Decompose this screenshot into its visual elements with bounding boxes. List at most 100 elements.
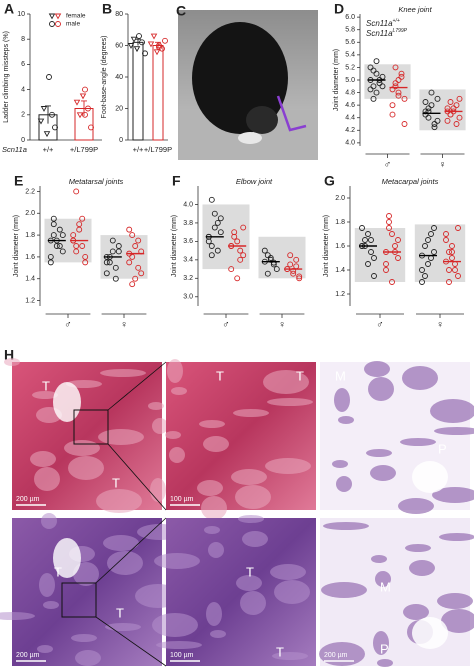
data-point — [88, 124, 94, 131]
data-point — [109, 237, 116, 244]
data-point — [70, 232, 77, 239]
tissue-texture — [0, 612, 35, 620]
data-point — [135, 237, 142, 244]
y-tick-label: 1.4 — [335, 267, 345, 274]
group-bracket — [420, 153, 465, 158]
y-tick-label: 1.2 — [25, 297, 35, 304]
data-point — [150, 33, 158, 40]
data-point — [389, 111, 396, 118]
data-point — [159, 45, 165, 52]
y-tick-label: 1.8 — [25, 232, 35, 239]
zoom-line — [95, 616, 167, 667]
data-point — [373, 58, 380, 65]
error-bar — [135, 38, 141, 46]
y-tick-label: 4.4 — [345, 115, 355, 122]
x-tick-label: ♀ — [120, 320, 128, 331]
data-point — [398, 70, 405, 77]
y-tick-label: 4.8 — [345, 89, 355, 96]
y-tick-label: 3.0 — [183, 294, 193, 301]
data-point — [234, 238, 241, 245]
tissue-texture — [199, 420, 225, 428]
data-point — [211, 224, 218, 231]
tissue-texture — [171, 387, 187, 395]
data-point — [367, 86, 374, 93]
data-point — [82, 86, 88, 93]
data-point — [234, 275, 241, 282]
tissue-texture — [37, 645, 53, 653]
data-point — [50, 215, 57, 222]
data-point — [56, 243, 63, 249]
data-point — [368, 237, 374, 243]
y-tick-label: 4.0 — [183, 201, 193, 208]
x-tick-label: ♀ — [436, 320, 444, 331]
tissue-texture — [319, 642, 365, 666]
data-point — [449, 249, 455, 255]
data-point — [76, 221, 83, 228]
data-point — [112, 264, 119, 271]
marrow — [53, 538, 81, 578]
tissue-texture — [370, 465, 396, 481]
group-bracket — [416, 313, 464, 318]
data-point — [389, 231, 395, 237]
data-point — [455, 273, 461, 279]
tissue-texture — [100, 369, 146, 377]
y-tick-label: 1.6 — [335, 243, 345, 250]
y-tick-label: 1.8 — [335, 219, 345, 226]
scale-label: 200 µm — [324, 652, 348, 659]
data-point — [392, 243, 398, 249]
data-point — [127, 43, 135, 49]
data-point — [446, 279, 452, 285]
data-point — [129, 253, 136, 260]
tissue-texture — [274, 580, 310, 604]
tissue-texture — [242, 531, 268, 547]
data-point — [425, 105, 432, 112]
data-point — [46, 74, 52, 80]
x-tick-label: +/L799P — [70, 145, 98, 154]
y-axis-label: Ladder climbing missteps (%) — [3, 31, 10, 123]
data-point — [48, 13, 56, 20]
data-point — [392, 80, 399, 87]
tissue-label: P — [380, 641, 389, 656]
tissue-texture — [439, 533, 474, 541]
data-point — [431, 121, 438, 127]
data-point — [52, 124, 58, 131]
data-point — [130, 36, 138, 43]
data-point — [76, 226, 83, 233]
data-point — [267, 255, 274, 261]
mouse-photo — [178, 10, 318, 160]
panel-label: E — [14, 173, 23, 189]
data-point — [240, 224, 247, 231]
tissue-texture — [43, 601, 59, 609]
data-point — [373, 89, 380, 96]
data-point — [73, 99, 81, 106]
data-point — [115, 243, 122, 249]
tissue-texture — [336, 476, 352, 492]
y-axis-label: Joint diameter (mm) — [13, 215, 20, 277]
data-point — [449, 243, 455, 249]
x-tick-label: ♂ — [384, 160, 392, 171]
y-tick-label: 2.0 — [335, 195, 345, 202]
data-point — [237, 247, 244, 254]
data-point — [82, 253, 89, 260]
data-point — [287, 252, 294, 259]
tissue-texture — [32, 391, 58, 399]
data-point — [386, 225, 392, 231]
tissue-texture — [73, 562, 99, 586]
data-point — [392, 83, 399, 90]
data-point — [368, 249, 374, 255]
panel-label: D — [334, 1, 344, 17]
chart-title: Knee joint — [398, 5, 432, 14]
tissue-texture — [107, 551, 143, 575]
data-point — [115, 248, 122, 255]
tissue-label: T — [54, 564, 62, 579]
group-bracket — [365, 153, 410, 158]
panel-label: C — [176, 3, 186, 19]
x-tick-label: ♀ — [439, 160, 447, 171]
y-tick-label: 4 — [21, 86, 25, 93]
data-point — [362, 237, 368, 243]
tissue-label: T — [112, 475, 120, 490]
data-point — [50, 221, 57, 228]
legend-label: Scn11aL799P — [366, 28, 408, 38]
tissue-texture — [364, 361, 390, 377]
